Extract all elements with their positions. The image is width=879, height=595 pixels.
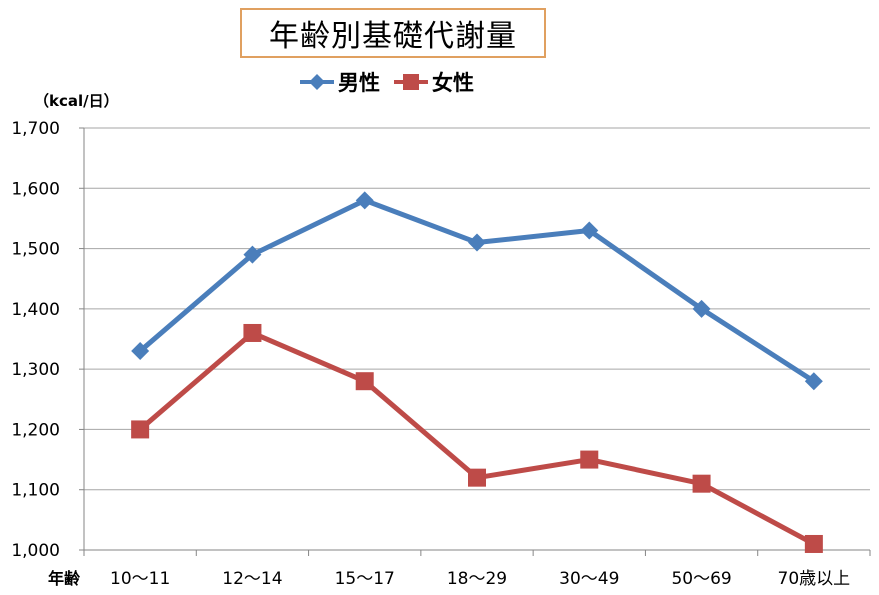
y-tick-label: 1,500 [11,240,60,260]
data-point-female [580,450,599,469]
legend-swatch-female [394,74,428,90]
legend-item-male: 男性 [300,67,380,97]
data-point-male [243,245,262,264]
x-tick-label: 70歳以上 [778,569,851,589]
y-axis-unit: （kcal/日） [34,92,119,110]
legend-label-male: 男性 [338,71,380,95]
data-point-male [692,299,711,318]
legend-label-female: 女性 [432,71,474,95]
legend-swatch-male [300,74,334,90]
y-tick-label: 1,200 [11,420,60,440]
series-line-female [138,330,816,547]
data-point-female [804,534,823,553]
y-tick-label: 1,400 [11,300,60,320]
x-tick-label: 12～14 [222,569,282,589]
legend-item-female: 女性 [394,67,474,97]
x-tick-label: 10～11 [110,569,170,589]
x-axis-title: 年齢 [48,569,81,588]
legend: 男性 女性 [300,66,474,98]
data-point-female [355,372,374,391]
data-point-male [131,342,150,361]
data-point-female [243,323,262,342]
y-tick-label: 1,700 [11,119,60,139]
y-tick-label: 1,100 [11,481,60,501]
y-tick-label: 1,300 [11,360,60,380]
data-point-male [580,221,599,240]
x-tick-label: 50～69 [671,569,731,589]
data-point-male [468,233,486,252]
data-point-female [692,474,711,493]
data-point-male [355,191,374,210]
y-tick-label: 1,000 [11,541,60,561]
x-tick-label: 30～49 [559,569,619,589]
data-point-female [131,420,150,439]
y-tick-label: 1,600 [11,179,60,199]
x-tick-label: 18～29 [447,569,507,589]
chart-title: 年齢別基礎代謝量 [240,8,546,58]
series-line-male [138,197,816,384]
data-point-male [804,372,823,391]
x-tick-label: 15～17 [335,569,395,589]
data-point-female [468,468,486,487]
